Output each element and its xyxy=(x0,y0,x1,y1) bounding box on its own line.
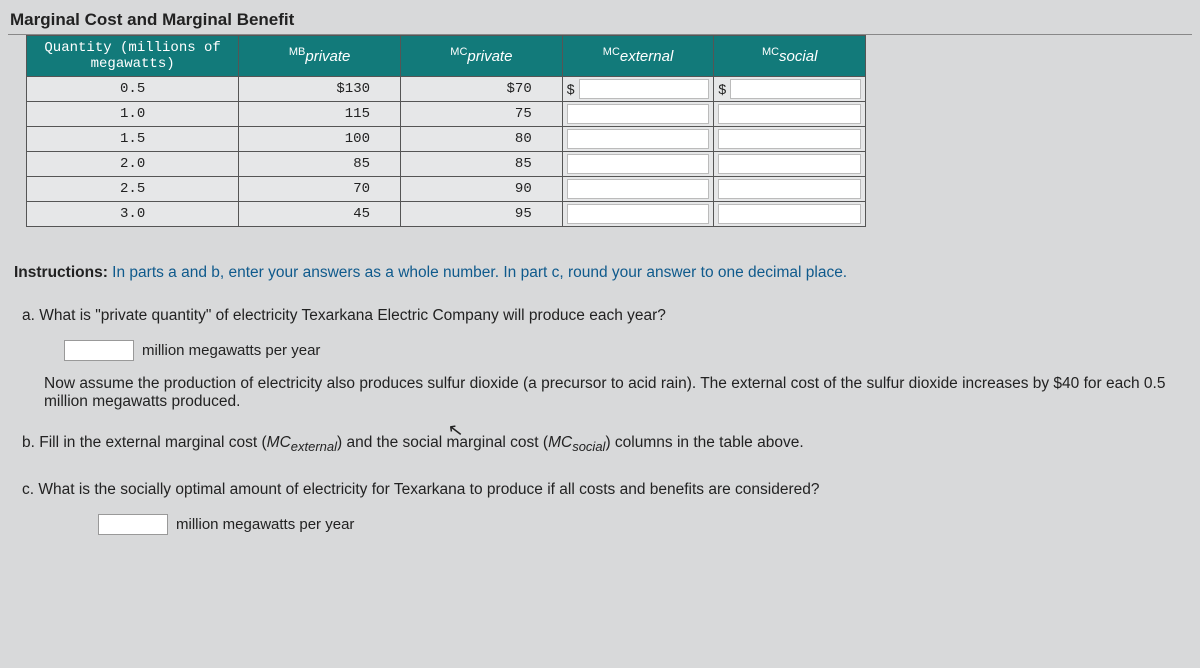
cell-mc-external xyxy=(562,152,714,177)
col-mb-private: MBprivate xyxy=(239,36,401,77)
middle-paragraph: Now assume the production of electricity… xyxy=(44,375,1186,411)
mc-external-input[interactable] xyxy=(567,104,710,124)
cell-quantity: 2.0 xyxy=(27,152,239,177)
instructions: Instructions: In parts a and b, enter yo… xyxy=(14,261,1186,284)
cell-mc-external xyxy=(562,202,714,227)
mc-social-input[interactable] xyxy=(718,179,861,199)
cell-mc-external xyxy=(562,177,714,202)
cell-mc-private: 80 xyxy=(401,127,563,152)
mc-social-input[interactable] xyxy=(730,79,861,99)
cell-mb-private: 85 xyxy=(239,152,401,177)
data-table: Quantity (millions of megawatts) MBpriva… xyxy=(26,35,866,227)
mc-social-input[interactable] xyxy=(718,129,861,149)
cell-mc-social: $ xyxy=(714,77,866,102)
cell-mc-social xyxy=(714,127,866,152)
question-a: a. What is "private quantity" of electri… xyxy=(22,304,1186,328)
cell-mc-social xyxy=(714,177,866,202)
table-row: 0.5$130$70$$ xyxy=(27,77,866,102)
cell-mc-social xyxy=(714,202,866,227)
mc-external-input[interactable] xyxy=(567,129,710,149)
answer-c-unit: million megawatts per year xyxy=(176,516,354,533)
mc-external-input[interactable] xyxy=(567,154,710,174)
col-mc-external: MCexternal xyxy=(562,36,714,77)
mc-social-input[interactable] xyxy=(718,104,861,124)
cell-mc-external: $ xyxy=(562,77,714,102)
cell-mc-private: $70 xyxy=(401,77,563,102)
cell-quantity: 0.5 xyxy=(27,77,239,102)
answer-a-unit: million megawatts per year xyxy=(142,342,320,359)
table-row: 3.04595 xyxy=(27,202,866,227)
cell-mb-private: 115 xyxy=(239,102,401,127)
cell-mc-private: 90 xyxy=(401,177,563,202)
mc-social-input[interactable] xyxy=(718,204,861,224)
question-c: c. What is the socially optimal amount o… xyxy=(22,478,1186,502)
cell-mc-private: 75 xyxy=(401,102,563,127)
answer-a-input[interactable] xyxy=(64,340,134,361)
cell-mb-private: $130 xyxy=(239,77,401,102)
mc-social-input[interactable] xyxy=(718,154,861,174)
col-quantity: Quantity (millions of megawatts) xyxy=(27,36,239,77)
cell-mc-external xyxy=(562,127,714,152)
dollar-sign: $ xyxy=(567,81,575,97)
dollar-sign: $ xyxy=(718,81,726,97)
cell-mc-external xyxy=(562,102,714,127)
cell-mb-private: 100 xyxy=(239,127,401,152)
mc-external-input[interactable] xyxy=(579,79,710,99)
col-mc-social: MCsocial xyxy=(714,36,866,77)
cell-quantity: 2.5 xyxy=(27,177,239,202)
table-row: 1.510080 xyxy=(27,127,866,152)
cell-quantity: 1.5 xyxy=(27,127,239,152)
page-title: Marginal Cost and Marginal Benefit xyxy=(8,6,1192,35)
mc-external-input[interactable] xyxy=(567,204,710,224)
table-row: 2.57090 xyxy=(27,177,866,202)
cell-mb-private: 45 xyxy=(239,202,401,227)
cell-mc-private: 85 xyxy=(401,152,563,177)
mc-external-input[interactable] xyxy=(567,179,710,199)
cell-quantity: 3.0 xyxy=(27,202,239,227)
cell-mc-private: 95 xyxy=(401,202,563,227)
table-row: 2.08585 xyxy=(27,152,866,177)
col-mc-private: MCprivate xyxy=(401,36,563,77)
cell-mb-private: 70 xyxy=(239,177,401,202)
cell-mc-social xyxy=(714,152,866,177)
question-b: b. Fill in the external marginal cost (M… xyxy=(22,431,1186,457)
answer-c-input[interactable] xyxy=(98,514,168,535)
cell-quantity: 1.0 xyxy=(27,102,239,127)
cell-mc-social xyxy=(714,102,866,127)
table-row: 1.011575 xyxy=(27,102,866,127)
